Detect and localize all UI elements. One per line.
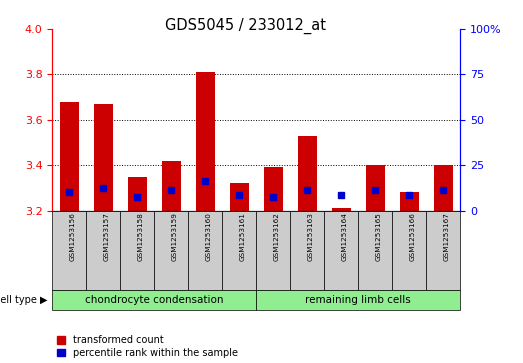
Text: GSM1253165: GSM1253165: [375, 212, 381, 261]
Bar: [94, 104, 112, 211]
Bar: [298, 136, 316, 211]
Bar: [162, 160, 180, 211]
Text: GSM1253164: GSM1253164: [342, 212, 347, 261]
Text: GSM1253167: GSM1253167: [444, 212, 449, 261]
Bar: [434, 165, 452, 211]
Legend: transformed count, percentile rank within the sample: transformed count, percentile rank withi…: [57, 335, 238, 358]
Text: GSM1253158: GSM1253158: [137, 212, 143, 261]
Bar: [196, 72, 214, 211]
Bar: [128, 176, 146, 211]
Bar: [60, 102, 78, 211]
Bar: [400, 192, 418, 211]
Text: GSM1253166: GSM1253166: [409, 212, 415, 261]
Text: GSM1253161: GSM1253161: [240, 212, 245, 261]
Text: GSM1253162: GSM1253162: [273, 212, 279, 261]
Text: GSM1253160: GSM1253160: [205, 212, 211, 261]
Bar: [332, 208, 350, 211]
Text: remaining limb cells: remaining limb cells: [305, 295, 411, 305]
Text: GSM1253159: GSM1253159: [172, 212, 177, 261]
Text: GSM1253156: GSM1253156: [69, 212, 75, 261]
Text: GDS5045 / 233012_at: GDS5045 / 233012_at: [165, 18, 326, 34]
Text: GSM1253157: GSM1253157: [104, 212, 109, 261]
Text: cell type ▶: cell type ▶: [0, 295, 47, 305]
Bar: [366, 165, 384, 211]
Text: chondrocyte condensation: chondrocyte condensation: [85, 295, 223, 305]
Bar: [230, 183, 248, 211]
Bar: [264, 167, 282, 211]
Text: GSM1253163: GSM1253163: [308, 212, 313, 261]
